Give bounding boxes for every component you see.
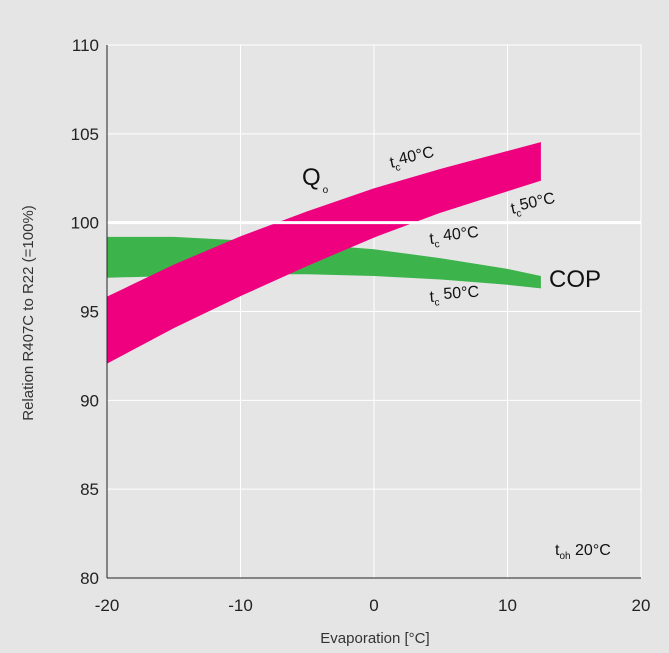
y-tick-label-4: 100 [71, 214, 99, 233]
x-tick-label-1: -10 [228, 596, 253, 615]
x-tick-label-0: -20 [95, 596, 120, 615]
bands [106, 142, 542, 364]
toh-annotation: toh 20°C [555, 542, 611, 562]
x-axis-title: Evaporation [°C] [320, 630, 429, 647]
y-tick-label-5: 105 [71, 125, 99, 144]
band-qo [107, 142, 541, 363]
y-tick-label-6: 110 [72, 36, 99, 55]
y-tick-label-0: 80 [80, 569, 99, 588]
x-tick-label-2: 0 [369, 596, 378, 615]
qo-lower-edge [106, 179, 542, 364]
y-tick-label-2: 90 [80, 391, 99, 410]
y-axis-title: Relation R407C to R22 (=100%) [20, 205, 37, 421]
x-tick-label-3: 10 [498, 596, 517, 615]
x-tick-label-4: 20 [632, 596, 651, 615]
cop-series-label: COP [549, 266, 601, 293]
y-tick-label-1: 85 [80, 480, 99, 499]
tick-labels: -20 -10 0 10 20 80 85 90 95 100 105 110 [71, 36, 651, 615]
qo-upper-edge [106, 142, 542, 298]
cop-tc40-annotation: tc 40°C [428, 224, 480, 251]
y-tick-label-3: 95 [80, 303, 99, 322]
cop-tc50-annotation: tc 50°C [429, 284, 480, 309]
axes [106, 45, 641, 579]
